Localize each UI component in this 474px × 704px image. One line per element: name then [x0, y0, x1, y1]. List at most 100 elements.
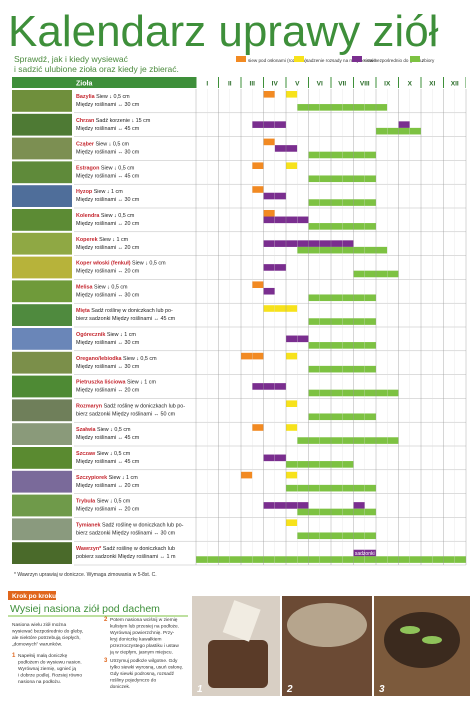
herb-line: Między roślinami ↔ 45 cm — [76, 126, 140, 132]
step-text: doniczek. — [110, 684, 130, 690]
herb-line: Sadź roślinę w doniczkach lub — [103, 546, 175, 552]
month-header: VII — [338, 81, 346, 88]
step-text: Potem nasiona wciśnij w ziemię — [110, 617, 178, 623]
herb-name: Tymianek — [76, 522, 100, 528]
period-bar — [263, 91, 275, 98]
herb-text: Hyzop Siew ↓ 1 cm — [76, 189, 123, 195]
herb-text: Estragon Siew ↓ 0,5 cm — [76, 165, 135, 171]
herb-line: Siew ↓ 0,5 cm — [101, 165, 135, 171]
herb-text: Melisa Siew ↓ 0,5 cm — [76, 284, 128, 290]
month-header-bg — [286, 77, 308, 88]
month-header: X — [408, 81, 413, 88]
legend-swatch — [236, 56, 246, 62]
steps-intro: ale niektóre potrzebują ciepłych, — [12, 635, 81, 641]
herb-line: Między roślinami ↔ 30 cm — [76, 364, 140, 370]
herb-photo — [12, 232, 72, 255]
herb-line: bierz sadzonki Między roślinami ↔ 30 cm — [76, 530, 176, 536]
herb-line: Sadź roślinę w doniczkach lub po- — [91, 308, 173, 314]
month-header-bg — [376, 77, 398, 88]
period-bar — [286, 424, 298, 431]
month-header: III — [250, 81, 256, 88]
herb-name: Kolendra — [76, 213, 100, 219]
legend-label: zbiory — [422, 58, 435, 63]
month-header-bg — [331, 77, 353, 88]
herb-text: Kolendra Siew ↓ 0,5 cm — [76, 213, 135, 219]
herb-line: bierz sadzonki Między roślinami ↔ 50 cm — [76, 411, 176, 417]
herb-text: Pietruszka liściowa Siew ↓ 1 cm — [76, 380, 157, 386]
herb-name: Mięta — [76, 308, 91, 314]
herb-text: Ogórecznik Siew ↓ 1 cm — [76, 332, 136, 338]
herb-line: Sadź roślinę w doniczkach lub po- — [104, 403, 186, 409]
month-header: IV — [272, 81, 279, 88]
period-bar — [286, 352, 298, 360]
herb-line: Siew ↓ 0,5 cm — [95, 142, 129, 148]
herb-line: Między roślinami ↔ 30 cm — [76, 340, 140, 346]
herb-text: Szałwia Siew ↓ 0,5 cm — [76, 427, 131, 433]
herb-photo — [12, 470, 72, 493]
photo-packet — [222, 600, 261, 642]
herb-photo — [12, 542, 72, 564]
period-bar — [286, 400, 298, 407]
step-text: Wyrównaj ziemię, ugnieć ją — [18, 666, 76, 672]
period-bar — [252, 121, 286, 128]
herb-line: Między roślinami ↔ 45 cm — [76, 173, 140, 179]
herb-line: Między roślinami ↔ 30 cm — [76, 102, 140, 108]
herb-name: Szczaw — [76, 451, 96, 457]
steps-intro: „domowych” warunków. — [12, 642, 62, 648]
month-header-bg — [264, 77, 286, 88]
herb-line: Między roślinami ↔ 20 cm — [76, 245, 140, 251]
period-bar — [297, 437, 399, 444]
herb-line: Między roślinami ↔ 20 cm — [76, 388, 140, 394]
herb-text: Koperek Siew ↓ 1 cm — [76, 237, 129, 243]
period-bar — [263, 138, 275, 146]
herb-line: Siew ↓ 1 cm — [99, 237, 129, 243]
herb-line: Siew ↓ 0,5 cm — [96, 94, 130, 100]
period-bar — [263, 210, 275, 217]
herb-text: Cząber Siew ↓ 0,5 cm — [76, 142, 130, 148]
herb-text: Bazylia Siew ↓ 0,5 cm — [76, 94, 130, 100]
legend-label: siew pod osłonami (rozsada) — [248, 58, 307, 63]
herb-line: Siew ↓ 1 cm — [109, 475, 139, 481]
herb-name: Hyzop — [76, 189, 93, 195]
legend-label: sadzenie rozsady na miejsce stałe — [306, 58, 376, 63]
herb-photo — [12, 328, 72, 350]
herb-photo — [12, 90, 72, 112]
photo-number: 1 — [197, 684, 203, 695]
legend-swatch — [352, 56, 362, 62]
herb-photo — [12, 518, 72, 541]
herb-line: Między roślinami ↔ 45 cm — [76, 435, 140, 441]
month-header-bg — [399, 77, 421, 88]
footnote: * Wawrzyn uprawiaj w doniczce. Wymaga zi… — [14, 572, 157, 578]
photo-pot — [208, 640, 268, 688]
herb-text: Mięta Sadź roślinę w doniczkach lub po- — [76, 308, 173, 314]
herb-photo — [12, 423, 72, 445]
herb-photo — [12, 137, 72, 160]
month-header-bg — [219, 77, 241, 88]
herb-line: bierz sadzonki Między roślinami ↔ 45 cm — [76, 316, 176, 322]
herb-line: Siew ↓ 0,5 cm — [94, 284, 128, 290]
step-text: Utrzymuj podłoże wilgotne. Gdy — [110, 658, 178, 664]
herb-text: Szczaw Siew ↓ 0,5 cm — [76, 451, 131, 457]
period-bar — [252, 162, 264, 169]
herb-line: Między roślinami ↔ 20 cm — [76, 507, 140, 513]
herb-line: Siew ↓ 0,5 cm — [132, 261, 166, 267]
subtitle: Sprawdź, jak i kiedy wysiewać — [14, 54, 129, 64]
herb-name: Oregano/lebiodka — [76, 356, 123, 362]
subtitle: i sadzić ulubione zioła oraz kiedy je zb… — [14, 64, 179, 74]
step-text: ją w ciepłym, jasnym miejscu. — [109, 650, 173, 656]
photo-number: 3 — [379, 684, 385, 695]
photo-seedling — [422, 636, 442, 644]
herb-line: Sadź roślinę w doniczkach lub po- — [102, 522, 184, 528]
herb-photo — [12, 256, 72, 279]
herb-text: Tymianek Sadź roślinę w doniczkach lub p… — [76, 522, 184, 528]
herb-line: Między roślinami ↔ 30 cm — [76, 292, 140, 298]
period-bar — [263, 305, 298, 312]
herb-name: Trybula — [76, 499, 96, 505]
herb-line: Siew ↓ 0,5 cm — [123, 356, 157, 362]
period-bar — [286, 471, 298, 479]
month-header: XI — [429, 81, 435, 88]
herb-photo — [12, 351, 72, 374]
month-header-bg — [309, 77, 331, 88]
